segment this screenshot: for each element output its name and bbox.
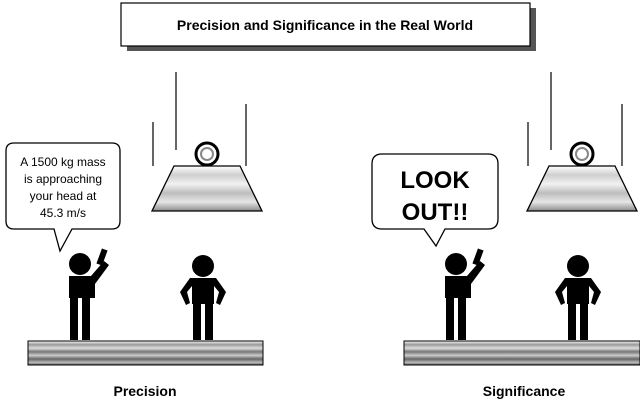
person-waving-icon [445,248,485,340]
floor-platform-icon [403,340,640,366]
title-box: Precision and Significance in the Real W… [120,2,536,51]
speech-line: 45.3 m/s [40,206,86,220]
speech-line: OUT!! [402,199,469,226]
person-waving-icon [69,248,109,340]
falling-weight-icon [525,72,639,212]
panel-caption: Significance [483,383,566,399]
falling-weight-icon [150,72,264,212]
speech-bubble: LOOK OUT!! [371,153,499,248]
floor-platform-icon [27,340,264,366]
speech-line: LOOK [400,167,470,194]
speech-line: your head at [30,189,97,203]
person-standing-icon [555,255,601,340]
speech-bubble: A 1500 kg mass is approaching your head … [5,142,121,253]
speech-line: is approaching [24,172,102,186]
panel-caption: Precision [113,383,176,399]
speech-line: A 1500 kg mass [20,155,105,169]
person-standing-icon [180,255,226,340]
page-title: Precision and Significance in the Real W… [177,17,473,33]
